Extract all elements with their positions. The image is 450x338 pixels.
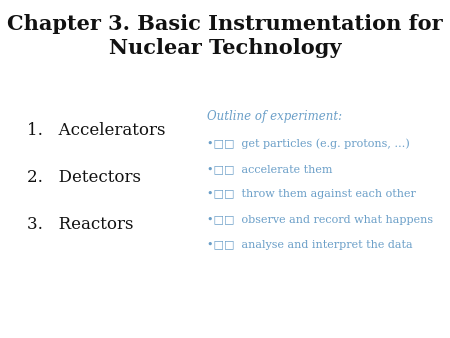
- Text: •□□  throw them against each other: •□□ throw them against each other: [207, 189, 416, 199]
- Text: •□□  accelerate them: •□□ accelerate them: [207, 164, 333, 174]
- Text: Chapter 3. Basic Instrumentation for
Nuclear Technology: Chapter 3. Basic Instrumentation for Nuc…: [7, 14, 443, 57]
- Text: •□□  analyse and interpret the data: •□□ analyse and interpret the data: [207, 240, 413, 250]
- Text: •□□  observe and record what happens: •□□ observe and record what happens: [207, 215, 433, 225]
- Text: •□□  get particles (e.g. protons, …): •□□ get particles (e.g. protons, …): [207, 138, 410, 149]
- Text: Outline of experiment:: Outline of experiment:: [207, 110, 342, 123]
- Text: 1.   Accelerators: 1. Accelerators: [27, 122, 166, 139]
- Text: 2.   Detectors: 2. Detectors: [27, 169, 141, 186]
- Text: 3.   Reactors: 3. Reactors: [27, 216, 134, 233]
